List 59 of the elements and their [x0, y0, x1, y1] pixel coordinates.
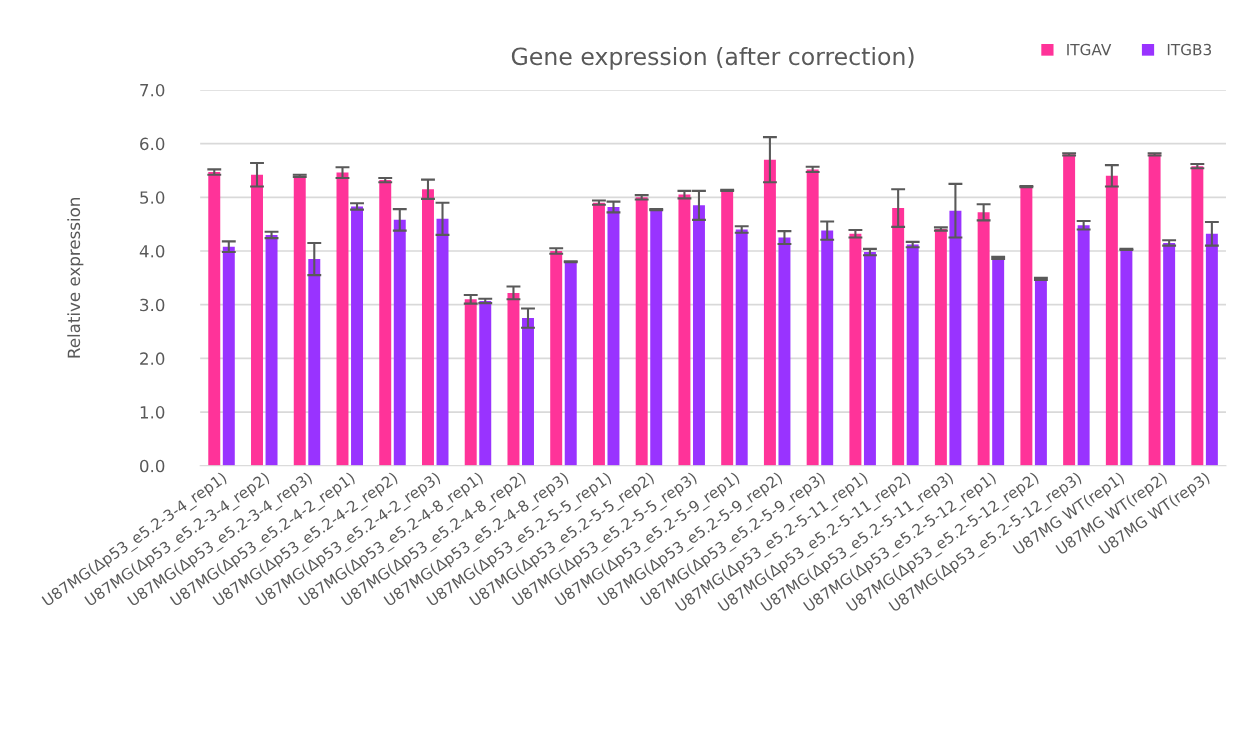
chart-title: Gene expression (after correction): [511, 46, 914, 70]
bar: [564, 261, 577, 466]
bar: [1205, 233, 1218, 466]
bar: [821, 230, 834, 466]
y-axis-title: Relative expression: [67, 198, 84, 358]
bar: [1105, 175, 1118, 466]
bar: [592, 202, 605, 466]
y-tick-label: 4.0: [139, 244, 165, 258]
y-tick-label: 3.0: [140, 298, 165, 312]
bar: [863, 252, 876, 466]
y-tick-label: 1.0: [140, 406, 165, 419]
bar: [208, 172, 221, 466]
y-tick-label: 5.0: [140, 191, 165, 204]
bar: [293, 175, 306, 466]
bar: [251, 174, 263, 466]
y-tick-label: 0.0: [140, 459, 165, 473]
bar: [992, 257, 1005, 466]
y-tick-label: 6.0: [140, 137, 165, 151]
bar: [351, 206, 364, 466]
bar: [635, 197, 648, 466]
bar: [763, 159, 776, 466]
legend-label: ITGAV: [1067, 43, 1112, 56]
bar: [1120, 249, 1133, 466]
bar: [308, 259, 321, 466]
bar: [735, 229, 748, 466]
bar: [379, 180, 392, 466]
bar: [1020, 186, 1033, 466]
bar: [906, 244, 919, 466]
bar: [721, 190, 734, 466]
bar: [892, 208, 905, 466]
bar: [650, 209, 663, 466]
bar: [678, 194, 691, 466]
bar: [507, 292, 520, 466]
bar: [1148, 154, 1161, 466]
bar: [849, 233, 862, 466]
bar: [1034, 278, 1047, 466]
bar: [393, 219, 406, 466]
bar: [977, 212, 990, 466]
bar: [550, 251, 563, 466]
bar: [464, 299, 477, 466]
bar: [522, 318, 534, 466]
bar: [692, 205, 705, 466]
bar: [265, 234, 278, 466]
legend-label: ITGB3: [1167, 43, 1212, 56]
y-tick-label: 7.0: [140, 83, 165, 97]
bar: [421, 189, 434, 466]
bar: [1077, 225, 1090, 466]
bar: [222, 246, 235, 466]
bar: [1063, 154, 1076, 466]
y-tick-label: 2.0: [140, 352, 165, 365]
bar: [1191, 166, 1204, 466]
bar: [1163, 242, 1176, 466]
bar: [806, 169, 819, 466]
bar: [934, 228, 947, 466]
bar: [336, 172, 349, 466]
bar: [949, 210, 962, 466]
bar: [778, 237, 791, 466]
bar: [479, 300, 492, 466]
bar: [607, 206, 620, 466]
